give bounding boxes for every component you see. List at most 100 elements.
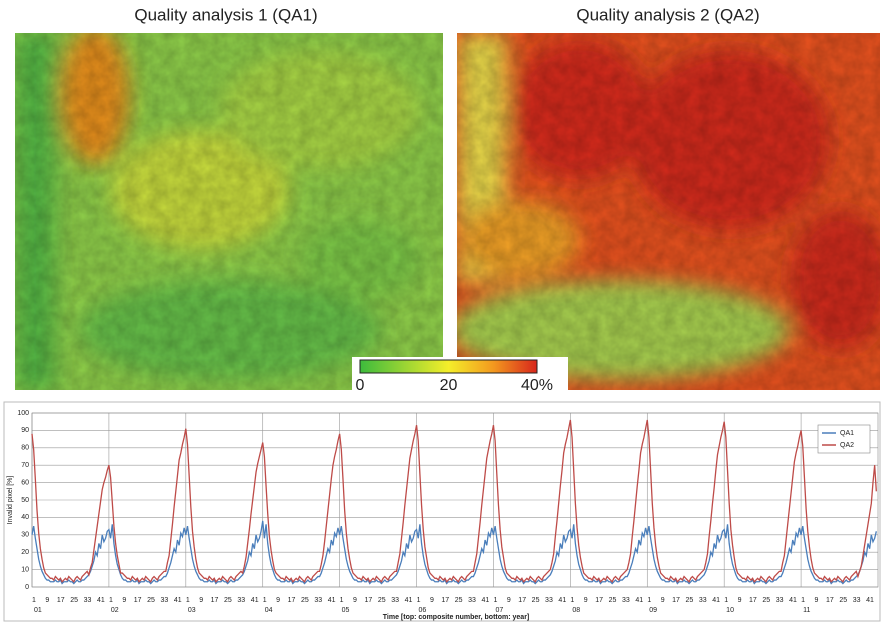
colorbar-gradient — [359, 359, 538, 374]
x-tick-label: 41 — [482, 597, 490, 604]
x-tick-label: 17 — [288, 597, 296, 604]
x-tick-label: 33 — [622, 597, 630, 604]
x-tick-label: 9 — [430, 597, 434, 604]
x-tick-label: 33 — [314, 597, 322, 604]
year-label: 11 — [803, 607, 810, 614]
y-axis-title: Invalid pixel [%] — [7, 476, 14, 525]
x-tick-label: 9 — [199, 597, 203, 604]
x-tick-label: 9 — [353, 597, 357, 604]
x-tick-label: 17 — [364, 597, 372, 604]
x-tick-label: 9 — [45, 597, 49, 604]
x-tick-label: 25 — [301, 597, 309, 604]
y-tick-label: 50 — [21, 497, 29, 504]
x-tick-label: 41 — [328, 597, 336, 604]
year-label: 10 — [726, 607, 734, 614]
x-tick-label: 1 — [801, 597, 805, 604]
x-tick-label: 25 — [839, 597, 847, 604]
y-tick-label: 80 — [21, 445, 29, 452]
x-tick-label: 25 — [378, 597, 386, 604]
x-tick-label: 17 — [211, 597, 219, 604]
y-tick-label: 20 — [21, 549, 29, 556]
x-tick-label: 1 — [647, 597, 651, 604]
x-tick-label: 25 — [686, 597, 694, 604]
x-tick-label: 33 — [237, 597, 245, 604]
x-tick-label: 33 — [84, 597, 92, 604]
colorbar-tick-label: 40% — [521, 377, 553, 394]
y-tick-label: 70 — [21, 462, 29, 469]
x-tick-label: 17 — [134, 597, 142, 604]
map-title: Quality analysis 2 (QA2) — [576, 5, 759, 24]
x-tick-label: 17 — [672, 597, 680, 604]
chart-frame — [3, 401, 881, 622]
x-tick-label: 33 — [545, 597, 553, 604]
y-tick-label: 30 — [21, 532, 29, 539]
year-label: 07 — [495, 607, 503, 614]
x-tick-label: 17 — [57, 597, 65, 604]
x-tick-label: 33 — [468, 597, 476, 604]
x-tick-label: 1 — [340, 597, 344, 604]
x-tick-label: 9 — [815, 597, 819, 604]
x-tick-label: 41 — [635, 597, 643, 604]
map-title: Quality analysis 1 (QA1) — [134, 5, 317, 24]
x-tick-label: 25 — [224, 597, 232, 604]
x-tick-label: 33 — [391, 597, 399, 604]
x-tick-label: 41 — [558, 597, 566, 604]
x-tick-label: 41 — [174, 597, 182, 604]
x-tick-label: 17 — [595, 597, 603, 604]
y-tick-label: 0 — [25, 584, 29, 591]
x-tick-label: 25 — [70, 597, 78, 604]
map-qa1 — [15, 33, 443, 390]
x-tick-label: 33 — [161, 597, 169, 604]
x-tick-label: 9 — [661, 597, 665, 604]
x-tick-label: 9 — [276, 597, 280, 604]
x-tick-label: 17 — [826, 597, 834, 604]
series-line — [31, 520, 877, 585]
plot-frame — [31, 412, 879, 588]
x-tick-label: 17 — [749, 597, 757, 604]
y-tick-label: 90 — [21, 427, 29, 434]
x-tick-label: 41 — [712, 597, 720, 604]
x-tick-label: 25 — [762, 597, 770, 604]
x-tick-label: 41 — [97, 597, 105, 604]
colorbar-tick-label: 0 — [356, 377, 365, 394]
x-tick-label: 1 — [109, 597, 113, 604]
x-tick-label: 41 — [251, 597, 259, 604]
x-tick-label: 17 — [441, 597, 449, 604]
x-tick-label: 9 — [584, 597, 588, 604]
x-tick-label: 9 — [738, 597, 742, 604]
year-label: 06 — [419, 607, 427, 614]
x-tick-label: 41 — [789, 597, 797, 604]
year-label: 08 — [572, 607, 580, 614]
y-tick-label: 10 — [21, 566, 29, 573]
y-tick-label: 60 — [21, 479, 29, 486]
x-tick-label: 1 — [494, 597, 498, 604]
legend-label: QA2 — [840, 442, 854, 449]
x-tick-label: 1 — [724, 597, 728, 604]
x-tick-label: 1 — [186, 597, 190, 604]
x-tick-label: 1 — [263, 597, 267, 604]
x-tick-label: 9 — [122, 597, 126, 604]
x-tick-label: 33 — [699, 597, 707, 604]
x-tick-label: 41 — [866, 597, 874, 604]
x-tick-label: 25 — [455, 597, 463, 604]
x-tick-label: 1 — [570, 597, 574, 604]
x-tick-label: 1 — [417, 597, 421, 604]
y-tick-label: 100 — [17, 410, 29, 417]
year-label: 01 — [34, 607, 42, 614]
x-tick-label: 25 — [532, 597, 540, 604]
colorbar — [352, 357, 568, 395]
x-tick-label: 25 — [147, 597, 155, 604]
x-tick-label: 1 — [32, 597, 36, 604]
x-tick-label: 33 — [776, 597, 784, 604]
series-line — [31, 419, 877, 583]
x-tick-label: 17 — [518, 597, 526, 604]
x-axis-title: Time [top: composite number, bottom: yea… — [383, 614, 530, 621]
year-label: 04 — [265, 607, 273, 614]
year-label: 02 — [111, 607, 119, 614]
year-label: 05 — [342, 607, 350, 614]
colorbar-tick-label: 20 — [440, 377, 458, 394]
legend-label: QA1 — [840, 430, 854, 437]
y-tick-label: 40 — [21, 514, 29, 521]
